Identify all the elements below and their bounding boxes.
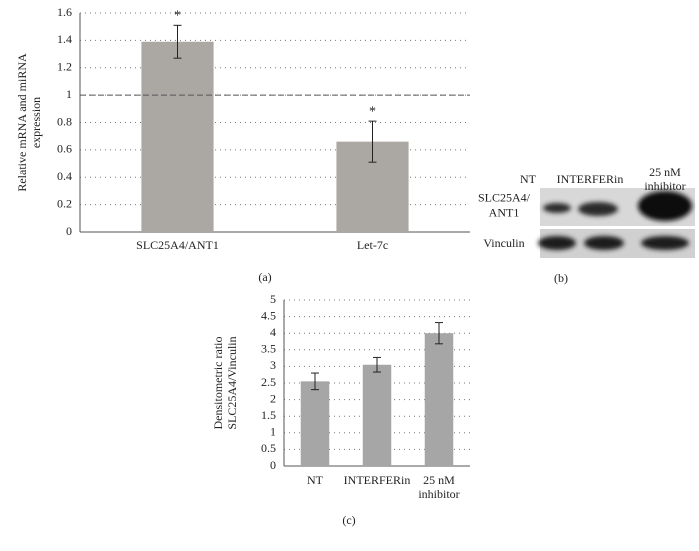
blot-band — [578, 202, 618, 216]
error-bar — [311, 372, 319, 391]
y-axis-label: SLC25A4/Vinculin — [225, 336, 239, 429]
y-tick-label: 0.2 — [57, 196, 72, 210]
y-tick-label: 1.4 — [57, 32, 72, 46]
lane-label: NT — [520, 172, 537, 186]
row-label: SLC25A4/ — [478, 190, 531, 204]
y-tick-label: 0 — [66, 224, 72, 238]
x-tick-label: 25 nM — [423, 473, 455, 487]
y-tick-label: 1.5 — [261, 408, 276, 422]
y-tick-label: 1 — [66, 87, 72, 101]
caption: (c) — [342, 513, 355, 527]
error-bar — [435, 322, 443, 345]
y-tick-label: 4.5 — [261, 308, 276, 322]
lane-label: INTERFERin — [557, 172, 624, 186]
bar — [424, 333, 454, 466]
lane-label: inhibitor — [644, 179, 685, 193]
bar — [300, 381, 330, 466]
y-axis-label: Relative mRNA and miRNA — [15, 53, 29, 192]
row-label: ANT1 — [489, 205, 520, 219]
blot-band — [538, 236, 576, 250]
y-tick-label: 4 — [270, 325, 276, 339]
blot-band — [584, 236, 624, 250]
y-axis-label: Densitometric ratio — [211, 337, 225, 430]
y-tick-label: 0 — [270, 458, 276, 472]
y-axis-label: Densitometric ratio SLC25A4/Vinculin — [211, 336, 239, 429]
y-tick-label: 1.6 — [57, 5, 72, 19]
bar — [141, 41, 214, 233]
y-tick-label: 1 — [270, 425, 276, 439]
bar — [362, 364, 392, 466]
lane-label: 25 nM — [649, 165, 681, 179]
x-tick-label: inhibitor — [418, 487, 459, 501]
y-tick-label: 0.4 — [57, 169, 72, 183]
x-tick-label: SLC25A4/ANT1 — [136, 238, 219, 252]
error-bar — [368, 120, 377, 163]
blot — [538, 188, 695, 258]
blot-band — [638, 191, 692, 221]
blot-band — [641, 236, 689, 250]
error-bar — [173, 24, 182, 59]
x-tick-label: NT — [307, 473, 324, 487]
y-tick-label: 3.5 — [261, 342, 276, 356]
annotation: * — [369, 104, 376, 119]
y-tick-label: 5 — [270, 292, 276, 306]
y-tick-label: 0.5 — [261, 441, 276, 455]
y-tick-label: 2.5 — [261, 375, 276, 389]
y-axis-label: Relative mRNA and miRNA expression — [15, 53, 43, 192]
caption: (a) — [258, 270, 271, 284]
row-label: SLC25A4/ANT1 — [478, 190, 531, 219]
row-label: Vinculin — [483, 236, 524, 250]
blot-band — [543, 203, 571, 213]
y-tick-label: 3 — [270, 358, 276, 372]
x-tick-label: INTERFERin — [344, 473, 411, 487]
caption: (b) — [554, 271, 568, 285]
x-tick-label: Let-7c — [357, 238, 388, 252]
y-axis-label: expression — [29, 97, 43, 148]
y-tick-label: 2 — [270, 391, 276, 405]
y-tick-label: 0.8 — [57, 114, 72, 128]
error-bar — [373, 356, 381, 373]
annotation: * — [174, 9, 181, 24]
y-tick-label: 1.2 — [57, 60, 72, 74]
y-tick-label: 0.6 — [57, 142, 72, 156]
